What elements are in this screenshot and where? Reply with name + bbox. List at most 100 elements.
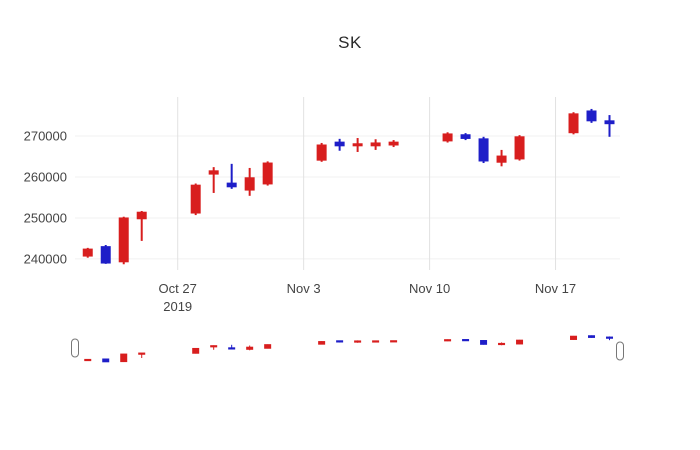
candle-body <box>570 335 578 340</box>
candle-increasing <box>192 347 200 354</box>
candle-decreasing <box>100 245 111 264</box>
candle-body <box>208 170 219 175</box>
y-tick-label: 240000 <box>24 251 67 266</box>
rangeslider-handle-right[interactable] <box>616 341 624 361</box>
candle-body <box>498 342 506 346</box>
candle-body <box>210 345 218 348</box>
candle-body <box>496 155 507 163</box>
x-tick-label: Nov 3 <box>287 281 321 296</box>
candle-increasing <box>516 339 524 345</box>
candle-body <box>514 136 525 160</box>
y-tick-label: 260000 <box>24 169 67 184</box>
candle-body <box>444 339 452 342</box>
x-axis-labels: Oct 27 2019 Nov 3 Nov 10 Nov 17 <box>159 281 577 314</box>
candle-increasing <box>244 167 255 196</box>
candle-body <box>478 138 489 162</box>
candle-body <box>516 339 524 345</box>
candle-decreasing <box>226 163 237 189</box>
candle-body <box>460 134 471 139</box>
candle-increasing <box>264 344 272 349</box>
candle-body <box>568 113 579 134</box>
candle-body <box>442 133 453 142</box>
candle-increasing <box>370 139 381 150</box>
candle-increasing <box>496 149 507 167</box>
rangeslider[interactable] <box>71 331 624 365</box>
candle-body <box>388 141 399 146</box>
candle-body <box>246 346 254 350</box>
candle-increasing <box>372 340 380 343</box>
candle-increasing <box>82 247 93 258</box>
candle-body <box>316 144 327 161</box>
candle-increasing <box>262 161 273 186</box>
candle-increasing <box>138 352 146 359</box>
gridlines <box>75 97 620 270</box>
candle-increasing <box>498 342 506 346</box>
candle-body <box>190 184 201 214</box>
candles <box>82 108 615 265</box>
candle-increasing <box>84 358 92 362</box>
candle-decreasing <box>478 136 489 164</box>
candle-increasing <box>120 353 128 363</box>
x-tick-label: Nov 17 <box>535 281 576 296</box>
candle-body <box>586 110 597 122</box>
y-tick-label: 270000 <box>24 128 67 143</box>
candle-decreasing <box>604 115 615 137</box>
candle-body <box>244 177 255 191</box>
candle-body <box>462 339 470 342</box>
x-tick-label: 2019 <box>163 299 192 314</box>
candle-increasing <box>388 140 399 148</box>
candle-increasing <box>514 135 525 161</box>
candle-body <box>480 340 488 345</box>
candle-increasing <box>136 210 147 241</box>
candle-increasing <box>318 341 326 345</box>
candle-increasing <box>190 183 201 216</box>
candle-body <box>84 358 92 362</box>
candle-increasing <box>354 340 362 343</box>
x-tick-label: Nov 10 <box>409 281 450 296</box>
rangeslider-track[interactable] <box>75 331 620 365</box>
candle-body <box>264 344 272 349</box>
y-tick-label: 250000 <box>24 210 67 225</box>
candle-body <box>102 358 110 363</box>
candle-increasing <box>352 138 363 152</box>
candle-body <box>262 162 273 185</box>
candle-body <box>192 347 200 354</box>
candle-decreasing <box>606 336 614 341</box>
rangeslider-candles <box>84 335 614 363</box>
candle-decreasing <box>462 339 470 342</box>
candle-body <box>100 246 111 264</box>
candle-body <box>604 120 615 125</box>
candle-body <box>354 340 362 343</box>
chart-title: SK <box>338 33 362 52</box>
candle-body <box>390 340 398 343</box>
candle-body <box>336 340 344 343</box>
candle-increasing <box>444 339 452 342</box>
candle-body <box>228 347 236 350</box>
candle-body <box>120 353 128 363</box>
candle-body <box>370 142 381 147</box>
candle-decreasing <box>228 344 236 350</box>
candle-decreasing <box>586 108 597 123</box>
x-tick-label: Oct 27 <box>159 281 197 296</box>
candle-decreasing <box>460 133 471 141</box>
candle-decreasing <box>334 138 345 151</box>
candle-increasing <box>570 335 578 340</box>
candle-increasing <box>246 345 254 351</box>
candle-body <box>588 335 596 338</box>
candle-increasing <box>208 167 219 193</box>
candle-body <box>334 141 345 147</box>
rangeslider-handle-left[interactable] <box>71 338 79 358</box>
candle-body <box>226 182 237 188</box>
candle-increasing <box>118 216 129 265</box>
candle-increasing <box>568 112 579 135</box>
candle-decreasing <box>102 358 110 363</box>
candle-increasing <box>390 340 398 343</box>
candle-increasing <box>442 132 453 143</box>
candle-body <box>136 211 147 220</box>
candle-body <box>138 352 146 355</box>
candle-increasing <box>316 142 327 162</box>
candle-body <box>372 340 380 343</box>
candle-body <box>352 143 363 147</box>
candle-decreasing <box>588 335 596 338</box>
